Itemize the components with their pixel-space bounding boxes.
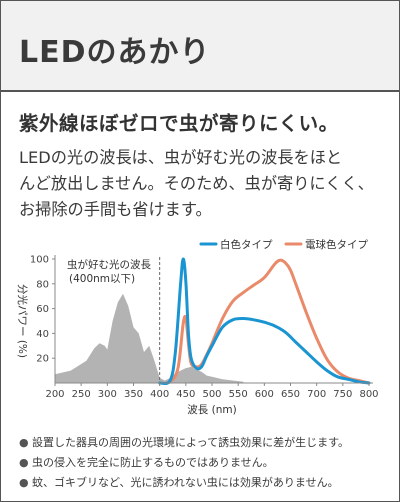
bullet-icon: ●: [19, 476, 29, 489]
description-line: お掃除の手間も省けます。: [19, 200, 212, 219]
annotation-line-1: 虫が好む光の波長: [67, 258, 151, 271]
x-tick-label: 650: [281, 389, 300, 400]
headline: 紫外線ほぼゼロで虫が寄りにくい。: [19, 112, 339, 135]
y-tick-label: 60: [36, 304, 49, 315]
bullet-icon: ●: [19, 456, 29, 469]
y-tick-label: 40: [36, 329, 49, 340]
y-axis-label: 分光パワー (%): [16, 284, 29, 358]
description: LEDの光の波長は、虫が好む光の波長をほと んど放出しません。そのため、虫が寄り…: [19, 145, 389, 223]
x-tick-label: 250: [72, 389, 91, 400]
x-axis-label: 波長 (nm): [187, 403, 236, 416]
x-tick-label: 450: [176, 389, 195, 400]
spectrum-chart-svg: 20 40 60 80 100 200 250 300 350 400 450 500 550 600 65…: [16, 238, 379, 416]
x-tick-label: 400: [150, 389, 169, 400]
page-title: LEDのあかり: [19, 35, 211, 70]
y-tick-label: 100: [30, 255, 49, 266]
insect-sensitivity-area: [55, 293, 244, 383]
spectrum-chart: 20 40 60 80 100 200 250 300 350 400 450 500 550 600 65…: [1, 227, 399, 417]
x-tick-label: 800: [359, 389, 378, 400]
description-line: LEDの光の波長は、虫が好む光の波長をほと: [19, 148, 343, 167]
x-tick-label: 500: [202, 389, 221, 400]
x-tick-label: 350: [124, 389, 143, 400]
annotation-line-2: (400nm以下): [69, 273, 135, 285]
header-bar: LEDのあかり: [1, 1, 399, 92]
x-tick-label: 600: [255, 389, 274, 400]
note-item: ● 設置した器具の周囲の光環境によって誘虫効果に差が生じます。: [19, 433, 349, 453]
note-text: 設置した器具の周囲の光環境によって誘虫効果に差が生じます。: [32, 436, 350, 449]
description-line: んど放出しません。そのため、虫が寄りにくく、: [19, 174, 374, 193]
note-item: ● 虫の侵入を完全に防止するものではありません。: [19, 453, 349, 473]
series-line: [158, 257, 371, 386]
note-text: 蚊、ゴキブリなど、光に誘われない虫には効果がありません。: [32, 476, 339, 489]
x-tick-label: 200: [45, 389, 64, 400]
notes-list: ● 設置した器具の周囲の光環境によって誘虫効果に差が生じます。 ● 虫の侵入を完全に…: [19, 433, 349, 493]
x-tick-label: 700: [307, 389, 326, 400]
x-tick-label: 750: [333, 389, 352, 400]
legend-label: 電球色タイプ: [305, 238, 368, 251]
note-item: ● 蚊、ゴキブリなど、光に誘われない虫には効果がありません。: [19, 473, 349, 493]
x-tick-label: 300: [98, 389, 117, 400]
x-tick-label: 550: [229, 389, 248, 400]
note-text: 虫の侵入を完全に防止するものではありません。: [32, 456, 274, 469]
bullet-icon: ●: [19, 436, 29, 449]
y-tick-label: 80: [36, 279, 49, 290]
y-tick-label: 20: [36, 354, 49, 365]
legend-label: 白色タイプ: [220, 238, 273, 251]
